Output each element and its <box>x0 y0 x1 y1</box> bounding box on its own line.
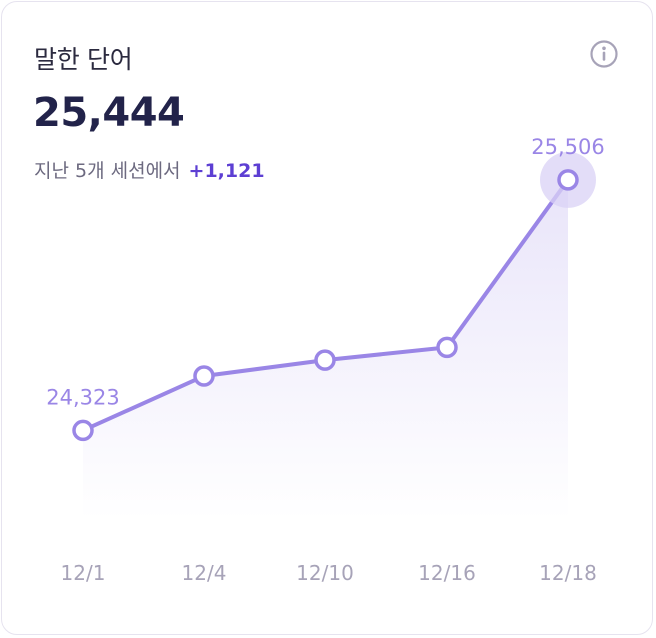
period-summary: 지난 5개 세션에서 +1,121 <box>34 156 265 183</box>
total-words-value: 25,444 <box>33 90 185 136</box>
data-point-12-1 <box>72 419 94 442</box>
data-point-12-16 <box>436 336 458 359</box>
data-label: 25,506 <box>531 135 604 159</box>
x-tick-label: 12/10 <box>296 561 354 585</box>
data-point-12-10 <box>314 349 336 371</box>
data-point-12-4 <box>193 365 215 387</box>
info-icon[interactable] <box>590 40 618 68</box>
period-label: 지난 5개 세션에서 <box>34 160 181 182</box>
card-title: 말한 단어 <box>34 45 133 74</box>
x-tick-label: 12/16 <box>418 561 476 585</box>
data-point-12-18 <box>557 169 579 191</box>
x-tick-label: 12/4 <box>182 561 227 585</box>
delta-value: +1,121 <box>188 160 265 182</box>
x-tick-label: 12/1 <box>61 561 106 585</box>
area-fill <box>83 179 568 520</box>
data-label: 24,323 <box>46 385 119 409</box>
x-tick-label: 12/18 <box>539 561 597 585</box>
